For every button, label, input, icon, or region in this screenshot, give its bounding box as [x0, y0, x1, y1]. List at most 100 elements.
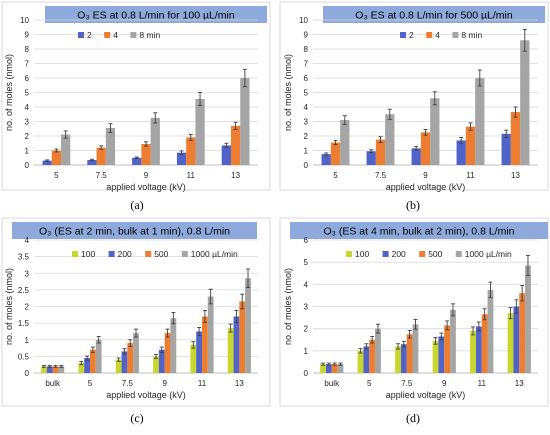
bar: [481, 314, 488, 373]
legend-label: 2: [409, 30, 414, 40]
bar: [357, 350, 364, 373]
legend-swatch: [130, 32, 137, 38]
x-tick-label: 11: [187, 171, 196, 180]
bar: [375, 139, 386, 165]
legend-swatch: [104, 32, 111, 38]
chart-panel-4: O₃ (ES at 4 min, bulk at 2 min), 0.8 L/m…: [279, 217, 549, 407]
bar: [105, 128, 116, 165]
legend-swatch: [108, 251, 115, 257]
y-tick-label: 6: [304, 236, 309, 245]
x-tick-label: bulk: [45, 379, 61, 388]
legend-swatch: [181, 251, 188, 257]
y-tick-label: 0.5: [18, 352, 30, 361]
bar: [153, 356, 159, 373]
bar: [164, 333, 171, 373]
x-tick-label: 9: [423, 171, 428, 180]
bar: [375, 328, 381, 373]
y-tick-label: 2: [25, 303, 30, 312]
y-tick-label: 4: [304, 103, 309, 112]
x-tick-label: 7.5: [122, 379, 134, 388]
bar: [400, 344, 407, 373]
y-axis-label: no. of moles (nmol): [283, 268, 293, 345]
bar: [46, 366, 53, 373]
bar: [245, 278, 251, 373]
panel-label: (d): [406, 411, 420, 425]
bar: [330, 142, 341, 165]
legend-label: 200: [118, 249, 132, 259]
y-tick-label: 1: [25, 147, 30, 156]
y-tick-label: 3: [304, 303, 309, 312]
y-tick-label: 3: [25, 118, 30, 127]
bar: [430, 98, 440, 165]
y-tick-label: 0: [25, 369, 30, 378]
legend-swatch: [455, 251, 462, 257]
x-tick-label: 7.5: [401, 379, 413, 388]
bar: [96, 147, 106, 165]
x-tick-label: 13: [231, 171, 240, 180]
bar: [170, 318, 177, 373]
legend-label: 8 min: [139, 30, 160, 40]
y-tick-label: 7: [304, 60, 309, 69]
bar: [501, 133, 511, 165]
bar: [513, 306, 520, 373]
chart-title: O₃ (ES at 4 min, bulk at 2 min), 0.8 L/m…: [323, 226, 514, 238]
y-tick-label: 9: [25, 31, 30, 40]
legend-swatch: [452, 32, 459, 38]
bar: [133, 333, 139, 373]
bar: [233, 316, 240, 373]
y-tick-label: 2: [304, 325, 309, 334]
bar: [121, 351, 128, 373]
bar: [420, 132, 431, 165]
bar: [444, 325, 451, 373]
legend-label: 200: [392, 249, 406, 259]
legend-label: 100: [81, 249, 95, 259]
bar: [61, 134, 71, 165]
x-tick-label: 9: [442, 379, 447, 388]
legend-label: 500: [428, 249, 442, 259]
bar: [369, 339, 376, 373]
chart-title-banner: [323, 6, 545, 23]
x-tick-label: 13: [515, 379, 524, 388]
bar: [227, 328, 234, 373]
y-tick-label: 5: [304, 89, 309, 98]
bar: [411, 148, 421, 165]
y-axis-label: no. of moles (nmol): [4, 268, 14, 345]
legend-swatch: [145, 251, 152, 257]
bar: [42, 160, 52, 165]
y-tick-label: 5: [25, 89, 30, 98]
y-tick-label: 5: [304, 258, 309, 267]
panel-label: (b): [406, 198, 420, 212]
bar: [525, 265, 531, 373]
legend-label: 1000 µL/min: [191, 249, 238, 259]
legend-label: 100: [355, 249, 369, 259]
bar: [127, 343, 134, 373]
x-tick-label: 9: [162, 379, 167, 388]
bar: [366, 151, 376, 165]
bar: [325, 364, 332, 373]
bar: [51, 150, 62, 165]
x-tick-label: 13: [235, 379, 244, 388]
bar: [141, 143, 151, 165]
legend-swatch: [426, 32, 433, 38]
chart-title: O₃ (ES at 2 min, bulk at 1 min), 0.8 L/m…: [39, 226, 230, 238]
bar: [475, 78, 485, 165]
bar: [41, 366, 47, 373]
x-axis-label: applied voltage (kV): [106, 390, 186, 400]
bar: [507, 313, 514, 373]
legend-swatch: [400, 32, 406, 38]
x-tick-label: 11: [198, 379, 207, 388]
y-tick-label: 1.5: [18, 319, 30, 328]
bar: [337, 364, 344, 373]
bar: [450, 309, 456, 373]
x-tick-label: 11: [466, 171, 475, 180]
y-tick-label: 1: [304, 147, 309, 156]
panel-label: (c): [130, 411, 143, 425]
bar: [456, 140, 466, 165]
bar: [340, 120, 350, 165]
bar: [475, 326, 482, 373]
y-tick-label: 6: [304, 74, 309, 83]
bar: [320, 364, 326, 373]
x-tick-label: 7.5: [96, 171, 108, 180]
bar: [207, 296, 214, 373]
panel-frame: [279, 217, 549, 407]
